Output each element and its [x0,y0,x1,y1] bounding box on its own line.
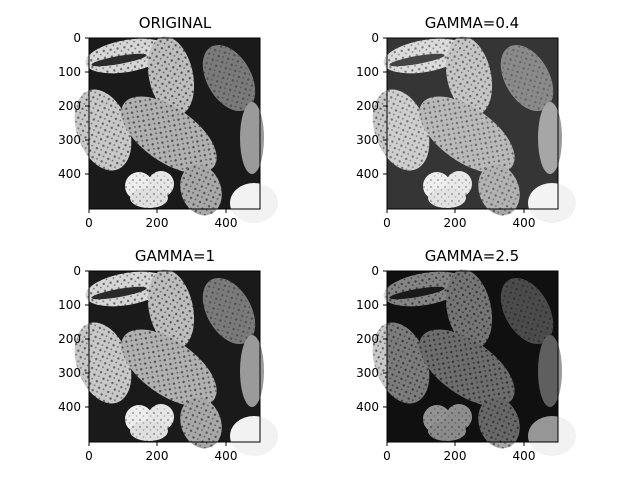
y-axis: 0 100 200 300 400 [58,264,89,414]
y-tick-label: 200 [356,332,379,346]
y-tick-label: 100 [356,65,379,79]
pollen-image [362,32,576,224]
y-tick-label: 200 [58,99,81,113]
panel-original: ORIGINAL 0 100 200 300 400 0 200 400 [58,14,278,230]
pollen-image [362,265,576,456]
x-axis: 0 200 400 [85,442,237,463]
x-tick-label: 0 [383,216,391,230]
axes-frame [386,270,559,443]
axes-frame [88,37,261,210]
x-tick-label: 200 [444,216,467,230]
x-tick-label: 400 [513,449,536,463]
y-axis: 0 100 200 300 400 [58,31,89,181]
x-tick-label: 200 [444,449,467,463]
x-axis: 0 200 400 [383,209,535,230]
y-tick-label: 300 [356,133,379,147]
y-tick-label: 200 [356,99,379,113]
y-tick-label: 400 [356,400,379,414]
x-axis: 0 200 400 [383,442,535,463]
y-tick-label: 300 [58,366,81,380]
x-tick-label: 400 [215,216,238,230]
pollen-image [64,32,278,224]
y-tick-label: 200 [58,332,81,346]
axes-frame [386,37,559,210]
x-tick-label: 0 [85,449,93,463]
y-tick-label: 300 [58,133,81,147]
y-tick-label: 100 [356,298,379,312]
panel-gamma-0.4: GAMMA=0.4 0 100 200 300 400 0 200 400 [356,14,576,230]
y-tick-label: 0 [73,264,81,278]
y-tick-label: 400 [58,400,81,414]
pollen-image [64,265,278,456]
panel-gamma-1: GAMMA=1 0 100 200 300 400 0 200 400 [58,247,278,463]
y-tick-label: 300 [356,366,379,380]
x-tick-label: 0 [85,216,93,230]
panel-title: GAMMA=0.4 [425,14,519,32]
y-tick-label: 0 [371,31,379,45]
x-tick-label: 200 [146,216,169,230]
panel-gamma-2.5: GAMMA=2.5 0 100 200 300 400 0 200 400 [356,247,576,463]
x-tick-label: 200 [146,449,169,463]
y-tick-label: 400 [356,167,379,181]
panel-title: GAMMA=2.5 [425,247,519,265]
y-tick-label: 400 [58,167,81,181]
y-tick-label: 100 [58,65,81,79]
x-axis: 0 200 400 [85,209,237,230]
y-tick-label: 0 [73,31,81,45]
y-axis: 0 100 200 300 400 [356,264,387,414]
y-tick-label: 0 [371,264,379,278]
axes-frame [88,270,261,443]
x-tick-label: 0 [383,449,391,463]
y-tick-label: 100 [58,298,81,312]
y-axis: 0 100 200 300 400 [356,31,387,181]
panel-title: ORIGINAL [139,14,212,32]
x-tick-label: 400 [513,216,536,230]
panel-title: GAMMA=1 [135,247,215,265]
x-tick-label: 400 [215,449,238,463]
